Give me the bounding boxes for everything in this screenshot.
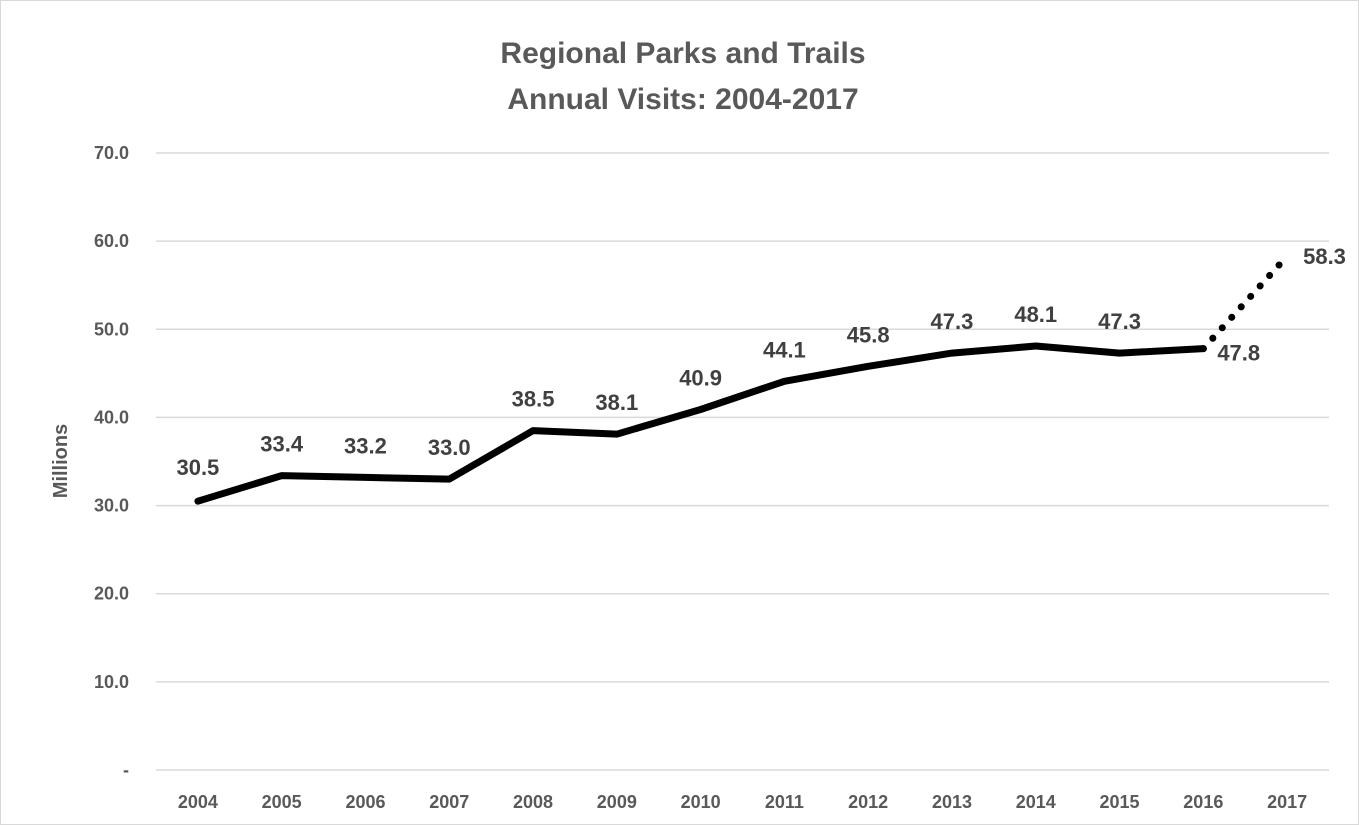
x-tick-label: 2005 <box>262 792 302 812</box>
data-label: 45.8 <box>847 322 890 347</box>
chart-title-line-1: Regional Parks and Trails <box>500 37 865 70</box>
x-tick-label: 2017 <box>1267 792 1307 812</box>
data-label: 33.4 <box>260 432 304 457</box>
data-label: 33.0 <box>428 435 471 460</box>
x-tick-label: 2012 <box>848 792 888 812</box>
data-label: 38.5 <box>512 387 555 412</box>
data-label: 44.1 <box>763 337 806 362</box>
y-tick-label: - <box>123 760 129 780</box>
y-tick-label: 70.0 <box>94 143 129 163</box>
y-tick-label: 60.0 <box>94 231 129 251</box>
chart-title-line-2: Annual Visits: 2004-2017 <box>507 83 858 116</box>
x-tick-label: 2013 <box>932 792 972 812</box>
y-tick-label: 40.0 <box>94 407 129 427</box>
y-tick-label: 30.0 <box>94 496 129 516</box>
y-tick-label: 20.0 <box>94 584 129 604</box>
x-tick-label: 2009 <box>597 792 637 812</box>
data-labels: 30.5 33.4 33.2 33.0 38.5 38.1 40.9 44.1 45.8 47.3… <box>176 244 1345 480</box>
x-tick-label: 2004 <box>178 792 218 812</box>
data-label: 48.1 <box>1014 302 1057 327</box>
y-axis-ticks: - 10.0 20.0 30.0 40.0 50.0 60.0 70.0 <box>94 143 129 780</box>
y-tick-label: 50.0 <box>94 319 129 339</box>
x-tick-label: 2011 <box>765 792 804 812</box>
data-label: 47.3 <box>931 309 974 334</box>
data-label: 38.1 <box>595 390 638 415</box>
x-tick-label: 2015 <box>1100 792 1140 812</box>
gridlines <box>156 152 1329 771</box>
x-tick-label: 2008 <box>513 792 553 812</box>
series-lines <box>194 252 1291 505</box>
y-tick-label: 10.0 <box>94 672 129 692</box>
data-label: 58.3 <box>1303 244 1346 269</box>
y-axis-label: Millions <box>50 424 72 498</box>
x-tick-label: 2006 <box>345 792 385 812</box>
data-label: 33.2 <box>344 433 387 458</box>
data-label: 40.9 <box>679 365 722 390</box>
x-axis-ticks: 2004 2005 2006 2007 2008 2009 2010 2011 2012 2013… <box>178 792 1307 812</box>
data-label: 47.8 <box>1217 341 1260 366</box>
data-label: 47.3 <box>1098 309 1141 334</box>
x-tick-label: 2007 <box>429 792 469 812</box>
series-line-projected <box>1199 252 1291 353</box>
x-tick-label: 2014 <box>1016 792 1056 812</box>
series-line-actual <box>194 342 1207 505</box>
chart-title: Regional Parks and Trails Annual Visits:… <box>500 37 865 116</box>
data-label: 30.5 <box>176 455 219 480</box>
x-tick-label: 2010 <box>681 792 721 812</box>
x-tick-label: 2016 <box>1183 792 1223 812</box>
